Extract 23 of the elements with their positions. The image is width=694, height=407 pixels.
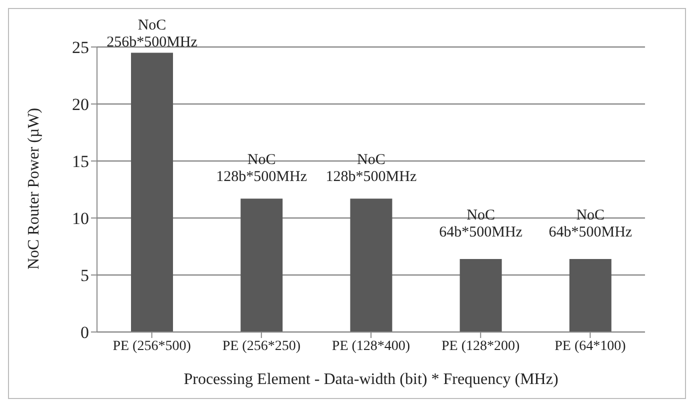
- bar: [460, 259, 502, 332]
- x-tick-label: PE (256*250): [222, 338, 301, 354]
- x-tick-label: PE (128*200): [442, 338, 520, 354]
- bar: [131, 52, 173, 332]
- y-tick-label: 20: [72, 95, 89, 114]
- x-axis-title: Processing Element - Data-width (bit) * Frequency (MHz): [184, 371, 558, 388]
- x-tick-label: PE (64*100): [554, 338, 626, 354]
- annotation: NoC 128b*500MHz: [326, 152, 417, 185]
- x-tick-label: PE (256*500): [112, 338, 192, 354]
- y-tick-label: 15: [72, 152, 89, 172]
- x-tick-label: PE (128*400): [332, 338, 410, 354]
- y-tick-label: 0: [80, 323, 89, 342]
- bar: [350, 198, 392, 332]
- y-tick-label: 5: [80, 266, 89, 286]
- annotation: NoC 64b*500MHz: [548, 208, 632, 241]
- bar: [569, 259, 612, 332]
- y-tick-label: 10: [72, 209, 89, 228]
- bar: [240, 198, 283, 332]
- y-tick-label: 25: [72, 38, 89, 58]
- annotation: NoC 64b*500MHz: [439, 208, 523, 241]
- annotation: NoC 256b*500MHz: [106, 17, 198, 50]
- annotation: NoC 128b*500MHz: [216, 152, 308, 185]
- y-axis-title: NoC Router Power (µW): [26, 108, 43, 270]
